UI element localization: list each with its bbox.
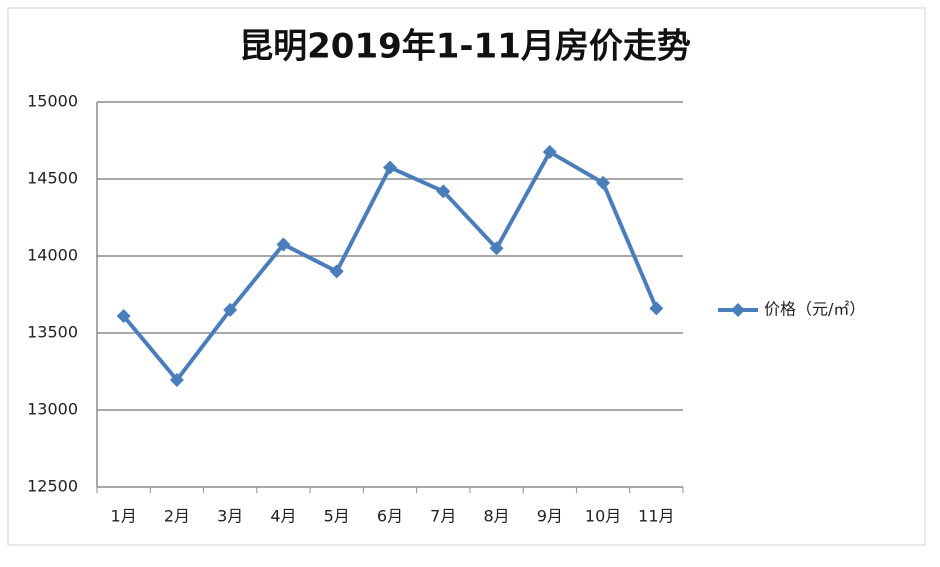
marker [489,241,504,256]
x-tick-label: 3月 [217,507,243,526]
x-tick-label: 11月 [638,507,674,526]
x-tick-label: 7月 [430,507,456,526]
marker [169,372,184,387]
marker [116,309,131,324]
marker [436,184,451,199]
marker [276,237,291,252]
x-tick-label: 6月 [377,507,403,526]
marker [383,160,397,175]
y-tick-label: 13000 [27,400,78,419]
marker [596,175,611,190]
marker [542,145,557,160]
legend-marker [731,303,745,317]
x-tick-label: 4月 [270,507,296,526]
marker [223,302,238,317]
x-tick-label: 9月 [537,507,563,526]
y-tick-label: 14000 [27,246,78,265]
x-tick-label: 10月 [585,507,621,526]
chart-border [7,7,926,546]
x-tick-label: 1月 [111,507,137,526]
y-tick-label: 14500 [27,169,78,188]
legend-label: 价格（元/㎡） [764,300,865,319]
marker [329,264,344,279]
x-tick-label: 5月 [324,507,350,526]
marker [649,301,664,316]
y-tick-label: 13500 [27,323,78,342]
x-tick-label: 2月 [164,507,190,526]
x-tick-label: 8月 [483,507,509,526]
y-tick-label: 12500 [27,477,78,496]
y-tick-label: 15000 [27,92,78,111]
chart-title: 昆明2019年1-11月房价走势 [239,27,691,67]
